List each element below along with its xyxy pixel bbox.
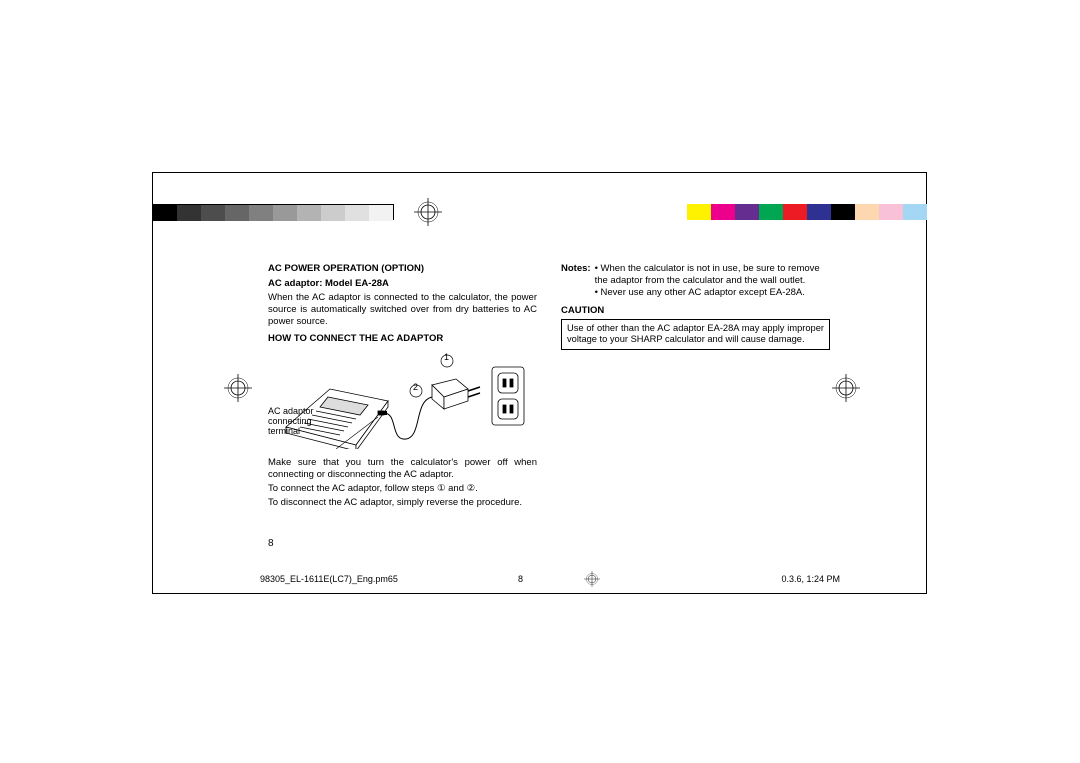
footer-page: 8 — [518, 574, 523, 584]
registration-mark-right — [830, 372, 862, 404]
footer-filename: 98305_EL-1611E(LC7)_Eng.pm65 — [260, 574, 398, 584]
connection-diagram: 1 2 AC adaptor connecting terminal — [268, 349, 536, 449]
right-column: Notes: • When the calculator is not in u… — [561, 263, 830, 515]
registration-mark-top — [412, 196, 444, 228]
notes-body: • When the calculator is not in use, be … — [595, 263, 830, 299]
color-strip — [687, 204, 927, 220]
step-1-label: 1 — [444, 353, 449, 363]
page-number: 8 — [268, 538, 274, 549]
registration-mark-bottom — [583, 570, 601, 588]
instruction-p2: To connect the AC adaptor, follow steps … — [268, 483, 537, 495]
grayscale-strip — [152, 204, 394, 220]
note-1: • When the calculator is not in use, be … — [595, 263, 830, 287]
caution-box: Use of other than the AC adaptor EA-28A … — [561, 319, 830, 350]
notes-label: Notes: — [561, 263, 591, 299]
terminal-label: AC adaptor connecting terminal — [268, 407, 324, 437]
howto-title: HOW TO CONNECT THE AC ADAPTOR — [268, 333, 537, 345]
instruction-p1: Make sure that you turn the calculator's… — [268, 457, 537, 481]
registration-mark-left — [222, 372, 254, 404]
footer-timestamp: 0.3.6, 1:24 PM — [781, 574, 840, 584]
instruction-p3: To disconnect the AC adaptor, simply rev… — [268, 497, 537, 509]
section-title: AC POWER OPERATION (OPTION) — [268, 263, 537, 275]
print-footer: 98305_EL-1611E(LC7)_Eng.pm65 8 0.3.6, 1:… — [260, 570, 840, 588]
note-2: • Never use any other AC adaptor except … — [595, 287, 830, 299]
caution-title: CAUTION — [561, 305, 830, 317]
model-subtitle: AC adaptor: Model EA-28A — [268, 278, 537, 290]
intro-paragraph: When the AC adaptor is connected to the … — [268, 292, 537, 328]
step-2-label: 2 — [413, 383, 418, 393]
left-column: AC POWER OPERATION (OPTION) AC adaptor: … — [268, 263, 537, 515]
notes-block: Notes: • When the calculator is not in u… — [561, 263, 830, 299]
page-content: AC POWER OPERATION (OPTION) AC adaptor: … — [268, 263, 830, 515]
print-colorbar — [152, 201, 927, 223]
